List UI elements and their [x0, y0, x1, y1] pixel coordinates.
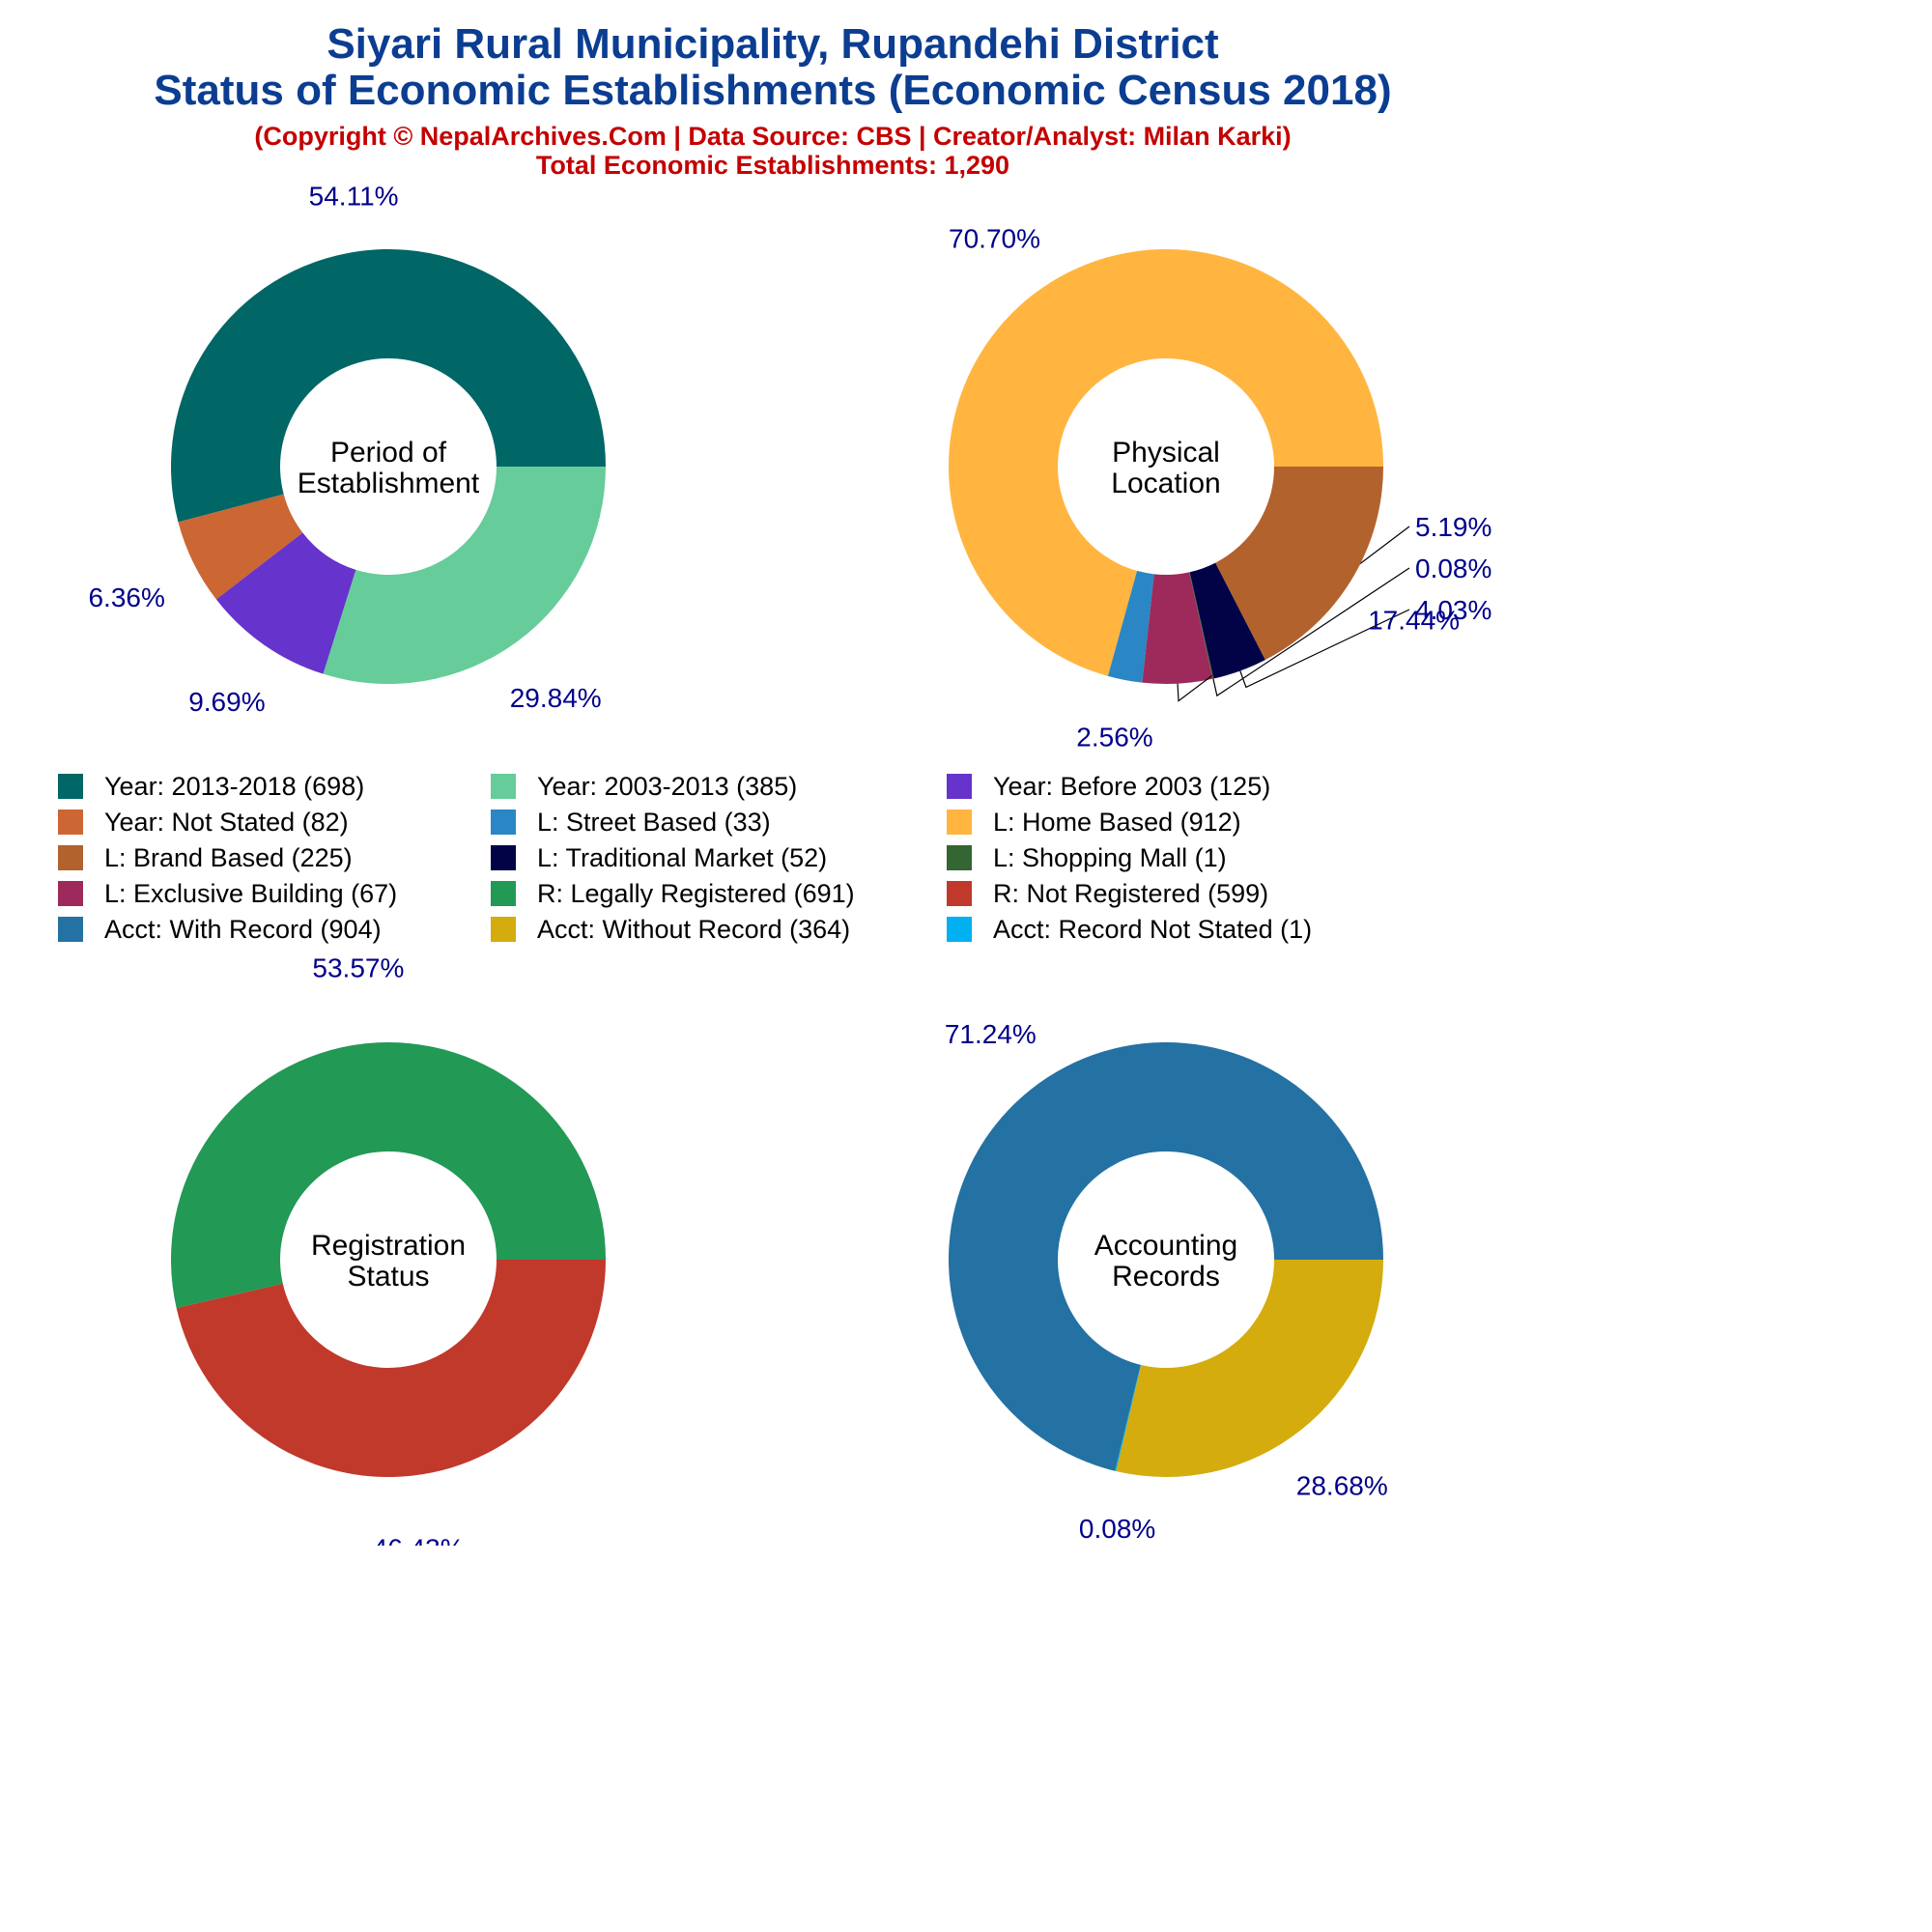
- slice-percent-label: 70.70%: [949, 223, 1040, 253]
- donut-slice: [323, 467, 606, 684]
- legend-label: Acct: With Record (904): [104, 914, 382, 944]
- legend-label: R: Not Registered (599): [993, 878, 1269, 908]
- legend-item: L: Traditional Market (52): [491, 842, 947, 872]
- donut-slice: [1215, 467, 1383, 661]
- donut-slice: [176, 1260, 606, 1477]
- donut-center-label: Location: [1111, 468, 1220, 499]
- legend-swatch: [58, 881, 83, 906]
- donut-slice: [1189, 572, 1214, 679]
- legend-item: L: Home Based (912): [947, 807, 1391, 837]
- chart-title-line-1: Siyari Rural Municipality, Rupandehi Dis…: [327, 20, 1219, 68]
- legend-swatch: [58, 845, 83, 870]
- legend-item: Year: 2003-2013 (385): [491, 771, 947, 801]
- legend-item: R: Legally Registered (691): [491, 878, 947, 908]
- legend-label: Year: Before 2003 (125): [993, 771, 1271, 801]
- legend-label: Year: 2013-2018 (698): [104, 771, 365, 801]
- slice-percent-label: 4.03%: [1415, 595, 1492, 625]
- donut-slice: [1115, 1364, 1142, 1471]
- donut-slice: [1107, 570, 1154, 683]
- legend-swatch: [58, 774, 83, 799]
- slice-percent-label: 53.57%: [312, 952, 404, 982]
- legend-label: L: Brand Based (225): [104, 842, 353, 872]
- slice-percent-label: 6.36%: [88, 582, 164, 612]
- legend-label: Year: 2003-2013 (385): [537, 771, 798, 801]
- legend-label: R: Legally Registered (691): [537, 878, 855, 908]
- chart-subtitle-copyright: (Copyright © NepalArchives.Com | Data So…: [254, 122, 1292, 151]
- legend-item: Year: Not Stated (82): [58, 807, 491, 837]
- donut-slice: [1116, 1260, 1383, 1477]
- donut-center-label: Status: [347, 1261, 429, 1293]
- legend-swatch: [491, 917, 516, 942]
- legend-item: Acct: Without Record (364): [491, 914, 947, 944]
- donut-center-label: Accounting: [1094, 1230, 1237, 1262]
- chart-header: Siyari Rural Municipality, Rupandehi Dis…: [0, 20, 1546, 181]
- legend-swatch: [947, 810, 972, 835]
- donut-center-label: Registration: [311, 1230, 466, 1262]
- legend-swatch: [947, 774, 972, 799]
- legend-swatch: [491, 810, 516, 835]
- slice-percent-label: 2.56%: [1076, 723, 1152, 753]
- legend-item: Acct: Record Not Stated (1): [947, 914, 1391, 944]
- legend-swatch: [947, 845, 972, 870]
- slice-percent-label: 46.43%: [373, 1534, 465, 1546]
- legend-swatch: [491, 774, 516, 799]
- donut-chart: 70.70% 2.56% 5.19% 0.08% 4.03%17.44% Physical…: [949, 223, 1492, 753]
- slice-percent-label: 9.69%: [188, 687, 265, 717]
- legend-swatch: [947, 917, 972, 942]
- chart-subtitle-total: Total Economic Establishments: 1,290: [535, 151, 1010, 180]
- legend-label: Year: Not Stated (82): [104, 807, 349, 837]
- legend-item: L: Street Based (33): [491, 807, 947, 837]
- donut-center-label: Physical: [1112, 437, 1220, 469]
- legend-swatch: [947, 881, 972, 906]
- legend-label: L: Shopping Mall (1): [993, 842, 1227, 872]
- legend-item: L: Shopping Mall (1): [947, 842, 1391, 872]
- slice-percent-label: 0.08%: [1079, 1514, 1155, 1544]
- legend-label: L: Home Based (912): [993, 807, 1241, 837]
- chart-title-line-2: Status of Economic Establishments (Econo…: [154, 67, 1392, 114]
- donut-center-label: Establishment: [298, 468, 480, 499]
- legend-label: L: Traditional Market (52): [537, 842, 828, 872]
- donut-slice: [178, 494, 303, 600]
- slice-callout-line: [1212, 567, 1410, 697]
- legend-swatch: [58, 810, 83, 835]
- slice-percent-label: 71.24%: [945, 1019, 1037, 1049]
- slice-percent-label: 28.68%: [1296, 1470, 1388, 1500]
- legend-swatch: [58, 917, 83, 942]
- legend: Year: 2013-2018 (698) Year: 2003-2013 (38…: [58, 771, 1507, 944]
- donut-slice: [1189, 562, 1265, 679]
- slice-percent-label: 54.11%: [309, 181, 399, 211]
- donut-center-label: Period of: [330, 437, 447, 469]
- legend-label: Acct: Without Record (364): [537, 914, 851, 944]
- legend-item: Year: Before 2003 (125): [947, 771, 1391, 801]
- donut-slice: [949, 248, 1383, 676]
- donut-slice: [171, 249, 606, 523]
- legend-item: Acct: With Record (904): [58, 914, 491, 944]
- donut-slice: [170, 1042, 606, 1308]
- donut-charts-canvas: 54.11% 6.36% 9.69% 29.84% Period ofEstablish…: [88, 181, 1492, 1546]
- slice-percent-label: 17.44%: [1368, 606, 1460, 636]
- donut-slice: [949, 1042, 1383, 1471]
- slice-percent-label: 0.08%: [1415, 554, 1492, 583]
- donut-slice: [215, 532, 356, 674]
- donut-slice: [1142, 572, 1213, 684]
- legend-swatch: [491, 881, 516, 906]
- slice-percent-label: 29.84%: [510, 683, 602, 713]
- slice-callout-line: [1239, 609, 1410, 689]
- legend-item: Year: 2013-2018 (698): [58, 771, 491, 801]
- legend-item: L: Brand Based (225): [58, 842, 491, 872]
- legend-label: L: Exclusive Building (67): [104, 878, 398, 908]
- legend-item: R: Not Registered (599): [947, 878, 1391, 908]
- donut-center-label: Records: [1112, 1261, 1220, 1293]
- legend-label: L: Street Based (33): [537, 807, 771, 837]
- slice-percent-label: 5.19%: [1415, 512, 1492, 542]
- donut-chart: 54.11% 6.36% 9.69% 29.84% Period ofEstablish…: [88, 181, 606, 717]
- legend-item: L: Exclusive Building (67): [58, 878, 491, 908]
- legend-swatch: [491, 845, 516, 870]
- legend-label: Acct: Record Not Stated (1): [993, 914, 1313, 944]
